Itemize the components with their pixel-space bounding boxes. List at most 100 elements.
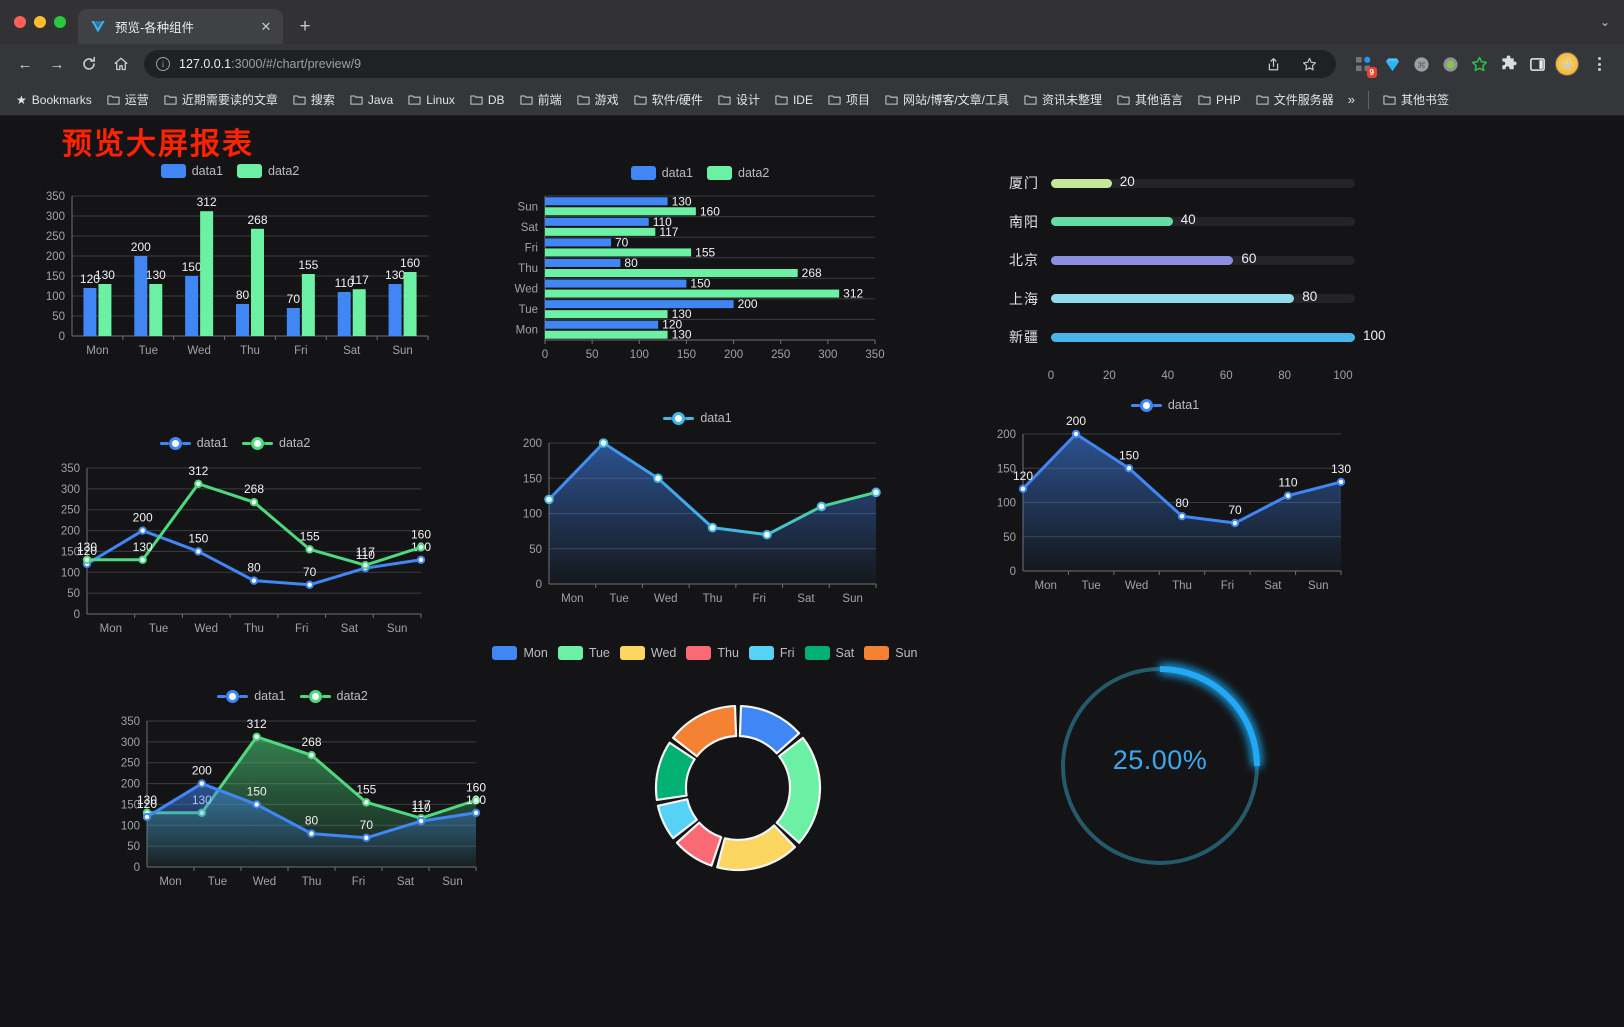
donut-segment[interactable] (775, 736, 822, 844)
sidebar-icon[interactable] (1524, 51, 1550, 77)
donut-segment[interactable] (672, 704, 738, 758)
donut-segment[interactable] (675, 821, 723, 867)
profile-avatar[interactable]: 😀 (1552, 49, 1582, 79)
minimize-window-button[interactable] (34, 16, 46, 28)
donut-segment[interactable] (738, 704, 801, 755)
bookmark-folder[interactable]: 近期需要读的文章 (158, 87, 284, 112)
bookmark-folder[interactable]: 搜索 (287, 87, 341, 112)
svg-text:Sat: Sat (1264, 580, 1282, 592)
area-chart-two-series[interactable]: 0 50 100 150 200 250 300 350 Mon Tue Wed Thu Fri Sat S… (95, 703, 490, 903)
donut-segment[interactable] (656, 798, 698, 840)
bookmark-folder[interactable]: IDE (769, 89, 819, 111)
reload-button[interactable] (74, 49, 104, 79)
back-button[interactable]: ← (17, 55, 33, 73)
line-chart-two-series[interactable]: 0 50 100 150 200 250 300 350 Mon Tue Wed Thu Fri Sat S… (35, 450, 435, 650)
donut-segment[interactable] (716, 824, 797, 872)
home-button[interactable] (106, 49, 136, 79)
gradient-line-chart[interactable]: 0 50 100 150 200 Mon Tue Wed Thu Fri Sat Sun (505, 425, 890, 620)
site-info-icon[interactable]: i (156, 57, 170, 71)
donut-chart[interactable] (490, 660, 920, 895)
legend-label: data1 (1167, 398, 1200, 412)
legend-item[interactable]: data1 (630, 166, 693, 180)
vertical-bar-chart[interactable]: 050100150200250300350Mon120130Tue200130W… (20, 178, 440, 373)
legend-item[interactable]: Sun (864, 646, 918, 660)
forward-button[interactable]: → (49, 55, 65, 73)
bookmark-folder[interactable]: 运营 (101, 87, 155, 112)
maximize-window-button[interactable] (54, 16, 66, 28)
extensions-grid-icon[interactable]: 9 (1350, 51, 1377, 78)
bookmark-folder[interactable]: 文件服务器 (1250, 87, 1340, 112)
svg-text:200: 200 (61, 526, 80, 538)
bookmark-folder[interactable]: 游戏 (571, 87, 625, 112)
other-bookmarks-item[interactable]: 其他书签 (1377, 87, 1455, 112)
bookmarks-root-item[interactable]: ★ Bookmarks (10, 89, 98, 111)
folder-icon (293, 95, 306, 105)
donut-segment[interactable] (654, 741, 696, 802)
bookmark-folder[interactable]: 软件/硬件 (628, 87, 709, 112)
green-circle-icon[interactable] (1437, 51, 1463, 77)
progress-row[interactable]: 北京 60 (995, 241, 1355, 280)
bookmark-folder[interactable]: 项目 (822, 87, 876, 112)
legend-item[interactable]: Tue (557, 646, 610, 660)
bookmark-label: 前端 (537, 93, 562, 107)
bookmark-folder[interactable]: 资讯未整理 (1018, 87, 1108, 112)
bookmark-folder[interactable]: Linux (402, 89, 461, 111)
svg-text:Wed: Wed (654, 593, 677, 605)
bookmark-folder[interactable]: Java (344, 89, 399, 111)
legend-item[interactable]: data2 (299, 689, 368, 703)
svg-text:150: 150 (997, 463, 1016, 475)
legend-item[interactable]: data1 (159, 436, 228, 450)
address-bar[interactable]: i 127.0.0.1:3000/#/chart/preview/9 (144, 50, 1336, 78)
legend-item[interactable]: Wed (619, 646, 676, 660)
bookmark-folder[interactable]: 设计 (712, 87, 766, 112)
svg-text:Sat: Sat (343, 345, 361, 357)
extension-badge-count: 9 (1366, 67, 1377, 78)
legend-item[interactable]: Sat (804, 646, 854, 660)
progress-row[interactable]: 新疆 100 (995, 318, 1386, 357)
legend-item[interactable]: data2 (707, 166, 769, 180)
legend-item[interactable]: data1 (663, 411, 732, 425)
svg-text:268: 268 (301, 735, 321, 749)
progress-row[interactable]: 南阳 40 (995, 203, 1355, 242)
legend-item[interactable]: Thu (686, 646, 739, 660)
diamond-icon[interactable] (1379, 51, 1405, 77)
legend-item[interactable]: Fri (748, 646, 795, 660)
bookmarks-overflow-button[interactable]: » (1347, 92, 1355, 107)
legend-label: data1 (196, 436, 228, 450)
legend-item[interactable]: data1 (160, 164, 223, 178)
svg-text:268: 268 (802, 266, 822, 280)
chevron-down-icon[interactable]: ⌄ (1599, 15, 1610, 29)
bookmark-label: 近期需要读的文章 (181, 93, 278, 107)
bookmark-folder[interactable]: 网站/博客/文章/工具 (879, 87, 1015, 112)
bookmark-star-button[interactable] (1294, 49, 1324, 79)
puzzle-icon[interactable] (1495, 51, 1521, 77)
browser-menu-button[interactable] (1584, 49, 1614, 79)
new-tab-button[interactable]: + (299, 15, 311, 37)
progress-row[interactable]: 厦门 20 (995, 164, 1355, 203)
bookmark-folder[interactable]: 前端 (514, 87, 568, 112)
gray-circle-icon[interactable]: ⌘ (1408, 51, 1434, 77)
bookmark-label: 其他书签 (1400, 93, 1449, 107)
reload-icon (83, 56, 95, 70)
area-chart-single[interactable]: 0 50 100 150 200 Mon Tue Wed Thu Fri Sat Sun 120 200 1… (975, 412, 1355, 607)
legend-item[interactable]: data2 (242, 436, 310, 450)
close-window-button[interactable] (14, 16, 26, 28)
svg-text:Tue: Tue (149, 623, 168, 635)
bookmark-folder[interactable]: PHP (1192, 89, 1247, 111)
bookmark-folder[interactable]: DB (464, 89, 511, 111)
bookmark-label: 搜索 (310, 93, 335, 107)
green-star-icon[interactable] (1466, 51, 1492, 77)
bookmark-folder[interactable]: 其他语言 (1111, 87, 1189, 112)
progress-row[interactable]: 上海 80 (995, 280, 1355, 319)
legend-item[interactable]: Mon (492, 646, 548, 660)
svg-text:150: 150 (188, 531, 208, 545)
legend-item[interactable]: data2 (237, 164, 299, 178)
close-tab-button[interactable]: ✕ (260, 19, 272, 34)
svg-text:200: 200 (192, 764, 212, 778)
legend-item[interactable]: data1 (217, 689, 286, 703)
gauge-chart[interactable] (1035, 631, 1285, 891)
browser-tab[interactable]: 预览-各种组件 ✕ (78, 9, 283, 44)
legend-item[interactable]: data1 (1130, 398, 1200, 412)
share-button[interactable] (1258, 49, 1288, 79)
